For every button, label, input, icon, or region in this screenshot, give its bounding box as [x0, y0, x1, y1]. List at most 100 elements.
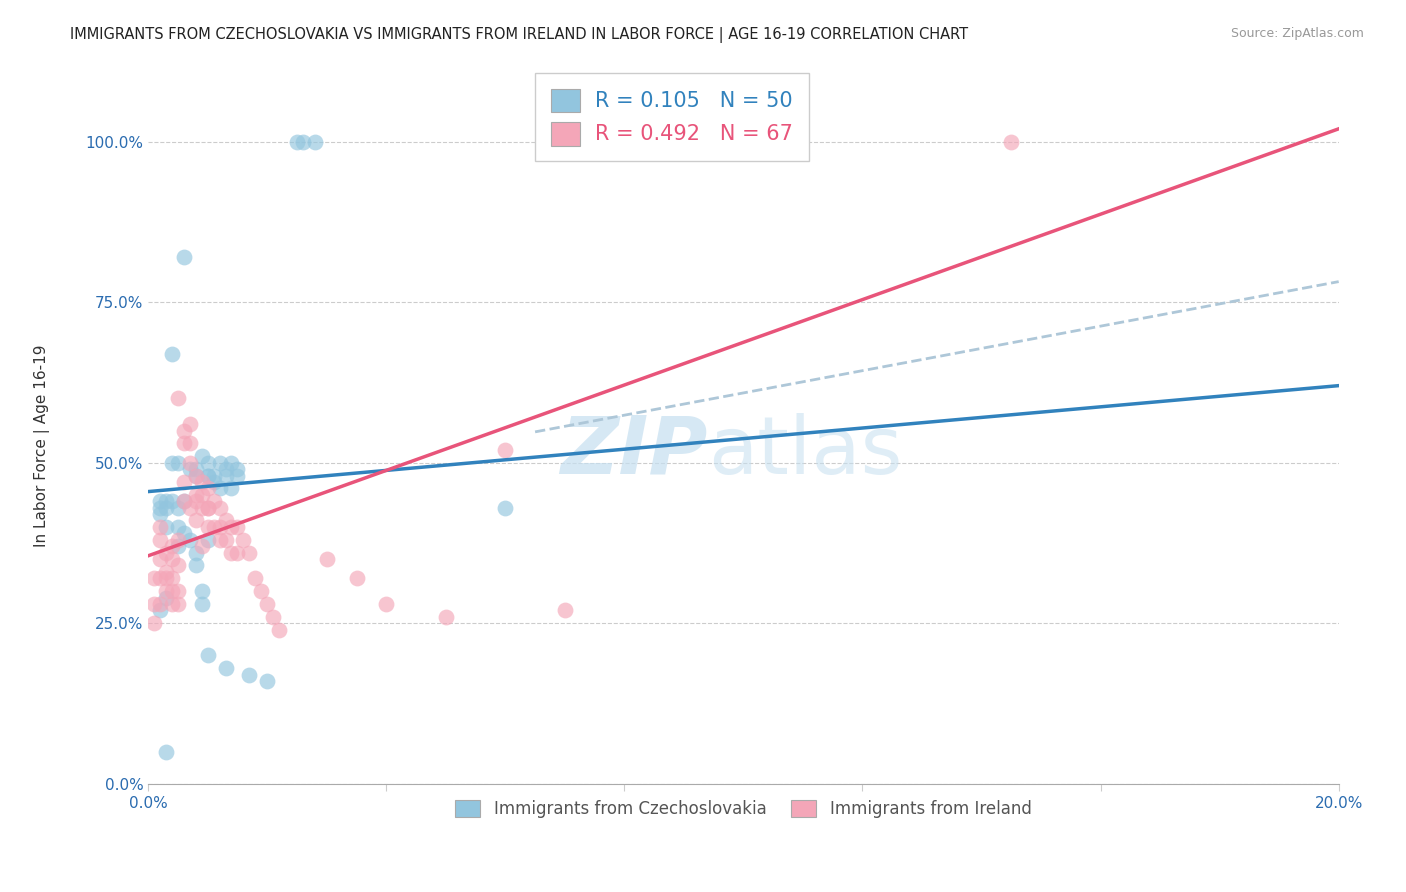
Point — [346, 571, 368, 585]
Text: atlas: atlas — [707, 413, 903, 491]
Point — [184, 462, 207, 476]
Point — [190, 488, 212, 502]
Point — [149, 500, 172, 515]
Point — [232, 533, 254, 547]
Point — [221, 520, 243, 534]
Point — [214, 462, 236, 476]
Point — [155, 745, 177, 759]
Point — [160, 494, 183, 508]
Point — [208, 500, 231, 515]
Text: Source: ZipAtlas.com: Source: ZipAtlas.com — [1230, 27, 1364, 40]
Point — [149, 520, 172, 534]
Point — [494, 442, 516, 457]
Point — [167, 392, 190, 406]
Point — [1000, 135, 1022, 149]
Point — [155, 494, 177, 508]
Point — [554, 603, 576, 617]
Point — [143, 616, 166, 631]
Point — [155, 520, 177, 534]
Point — [221, 482, 243, 496]
Point — [190, 500, 212, 515]
Point — [184, 545, 207, 559]
Text: ZIP: ZIP — [561, 413, 707, 491]
Point — [155, 584, 177, 599]
Point — [190, 597, 212, 611]
Text: In Labor Force | Age 16-19: In Labor Force | Age 16-19 — [34, 344, 51, 548]
Point — [197, 468, 219, 483]
Point — [173, 526, 195, 541]
Point — [214, 513, 236, 527]
Point — [143, 571, 166, 585]
Point — [167, 456, 190, 470]
Point — [179, 436, 201, 450]
Point — [155, 591, 177, 605]
Point — [214, 661, 236, 675]
Point — [190, 475, 212, 489]
Point — [202, 468, 225, 483]
Point — [221, 545, 243, 559]
Point — [184, 468, 207, 483]
Point — [208, 520, 231, 534]
Point — [179, 456, 201, 470]
Point — [304, 135, 326, 149]
Point — [155, 500, 177, 515]
Point — [197, 520, 219, 534]
Point — [173, 424, 195, 438]
Point — [143, 597, 166, 611]
Point — [173, 494, 195, 508]
Point — [179, 500, 201, 515]
Point — [149, 533, 172, 547]
Point — [149, 552, 172, 566]
Point — [184, 513, 207, 527]
Point — [167, 539, 190, 553]
Point — [155, 565, 177, 579]
Point — [167, 533, 190, 547]
Point — [173, 494, 195, 508]
Point — [197, 468, 219, 483]
Point — [208, 456, 231, 470]
Text: IMMIGRANTS FROM CZECHOSLOVAKIA VS IMMIGRANTS FROM IRELAND IN LABOR FORCE | AGE 1: IMMIGRANTS FROM CZECHOSLOVAKIA VS IMMIGR… — [70, 27, 969, 43]
Point — [434, 609, 457, 624]
Point — [155, 545, 177, 559]
Point — [238, 667, 260, 681]
Point — [173, 250, 195, 264]
Point — [202, 494, 225, 508]
Point — [160, 456, 183, 470]
Point — [197, 648, 219, 663]
Point — [494, 500, 516, 515]
Point — [208, 533, 231, 547]
Point — [179, 417, 201, 432]
Point — [179, 533, 201, 547]
Point — [190, 539, 212, 553]
Point — [160, 552, 183, 566]
Point — [197, 533, 219, 547]
Point — [184, 468, 207, 483]
Point — [214, 468, 236, 483]
Point — [160, 571, 183, 585]
Point — [167, 500, 190, 515]
Point — [167, 558, 190, 573]
Point — [226, 520, 249, 534]
Point — [315, 552, 337, 566]
Point — [190, 584, 212, 599]
Point — [184, 488, 207, 502]
Point — [173, 436, 195, 450]
Point — [149, 494, 172, 508]
Point — [149, 597, 172, 611]
Point — [285, 135, 308, 149]
Point — [184, 558, 207, 573]
Point — [375, 597, 398, 611]
Point — [256, 597, 278, 611]
Point — [221, 456, 243, 470]
Point — [256, 673, 278, 688]
Point — [160, 539, 183, 553]
Point — [160, 597, 183, 611]
Point — [226, 545, 249, 559]
Point — [179, 462, 201, 476]
Point — [155, 571, 177, 585]
Point — [269, 623, 291, 637]
Point — [262, 609, 284, 624]
Point — [226, 462, 249, 476]
Point — [173, 475, 195, 489]
Point — [190, 450, 212, 464]
